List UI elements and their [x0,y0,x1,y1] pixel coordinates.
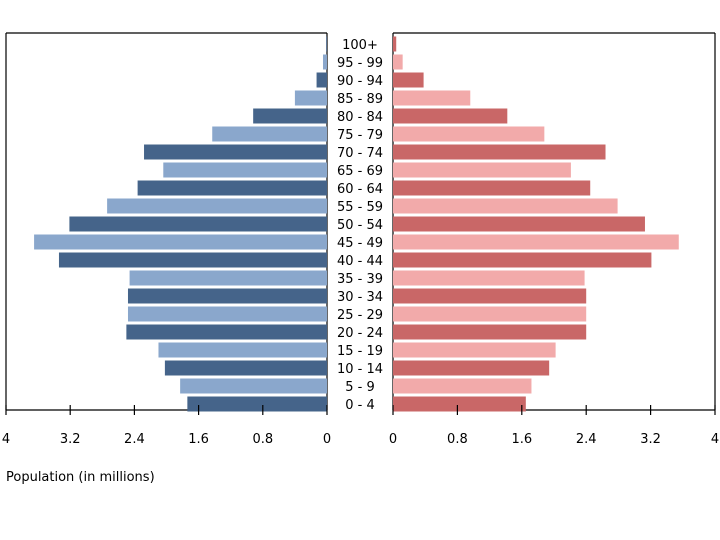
x-tick-label: 2.4 [576,432,597,447]
x-tick-label: 4 [711,432,719,447]
male-bar [107,198,328,214]
age-group-label: 40 - 44 [337,254,383,269]
age-group-label: 65 - 69 [337,164,383,179]
age-group-label: 20 - 24 [337,326,383,341]
female-bar [393,324,587,340]
male-bar [294,90,327,106]
x-tick-label: 0.8 [252,432,273,447]
male-bar [69,216,328,232]
age-group-label: 0 - 4 [345,398,375,413]
female-bar [393,306,587,322]
age-group-label: 55 - 59 [337,200,383,215]
male-bar [163,162,327,178]
x-tick-label: 0.8 [447,432,468,447]
male-bar [129,270,327,286]
male-bar [34,234,328,250]
male-bar [253,108,327,124]
female-bar [393,396,526,412]
x-tick-label: 3.2 [60,432,81,447]
age-group-label: 80 - 84 [337,110,383,125]
female-bar [393,198,618,214]
age-group-label: 85 - 89 [337,92,383,107]
male-bar [164,360,327,376]
age-group-label: 75 - 79 [337,128,383,143]
female-bar [393,180,591,196]
male-bar [158,342,327,358]
female-bar [393,216,645,232]
male-bar [212,126,327,142]
female-bar [393,144,606,160]
age-group-label: 100+ [342,38,378,53]
age-group-label: 10 - 14 [337,362,383,377]
age-group-label: 95 - 99 [337,56,383,71]
x-tick-label: 4 [2,432,10,447]
x-tick-label: 0 [389,432,397,447]
x-tick-label: 1.6 [188,432,209,447]
male-bar [58,252,328,268]
age-group-label: 15 - 19 [337,344,383,359]
age-group-label: 50 - 54 [337,218,383,233]
x-tick-label: 0 [323,432,331,447]
female-bar [393,162,571,178]
male-bar [316,72,327,88]
female-bar [393,108,508,124]
x-tick-label: 1.6 [511,432,532,447]
female-bar [393,72,424,88]
female-bar [393,234,679,250]
age-group-label: 5 - 9 [345,380,375,395]
female-bar [393,360,550,376]
female-bar [393,252,652,268]
female-bar [393,270,585,286]
age-group-labels: 0 - 4 5 - 9 10 - 14 15 - 19 20 - 24 25 - 29 30… [337,38,383,413]
age-group-label: 30 - 34 [337,290,383,305]
male-bar [180,378,327,394]
female-bar [393,90,471,106]
female-bar [393,54,403,70]
male-bar [187,396,327,412]
female-bar [393,36,397,52]
male-bar [126,324,327,340]
male-bar [127,306,327,322]
male-bar [322,54,327,70]
age-group-label: 90 - 94 [337,74,383,89]
female-bar [393,342,556,358]
male-bar [144,144,327,160]
male-bar [137,180,327,196]
male-bar [127,288,327,304]
male-panel [5,32,328,412]
male-bar [326,36,327,52]
female-panel [392,32,716,412]
female-bar [393,378,532,394]
female-bar [393,126,545,142]
age-group-label: 35 - 39 [337,272,383,287]
x-tick-label: 3.2 [640,432,661,447]
age-group-label: 25 - 29 [337,308,383,323]
x-tick-label: 2.4 [124,432,145,447]
age-group-label: 60 - 64 [337,182,383,197]
age-group-label: 70 - 74 [337,146,383,161]
x-axis-title: Population (in millions) [6,470,155,485]
female-bar [393,288,587,304]
x-axis-ticks: 4 3.2 2.4 1.6 0.8 0 0 0.8 1.6 2.4 3.2 4 [2,405,719,447]
age-group-label: 45 - 49 [337,236,383,251]
